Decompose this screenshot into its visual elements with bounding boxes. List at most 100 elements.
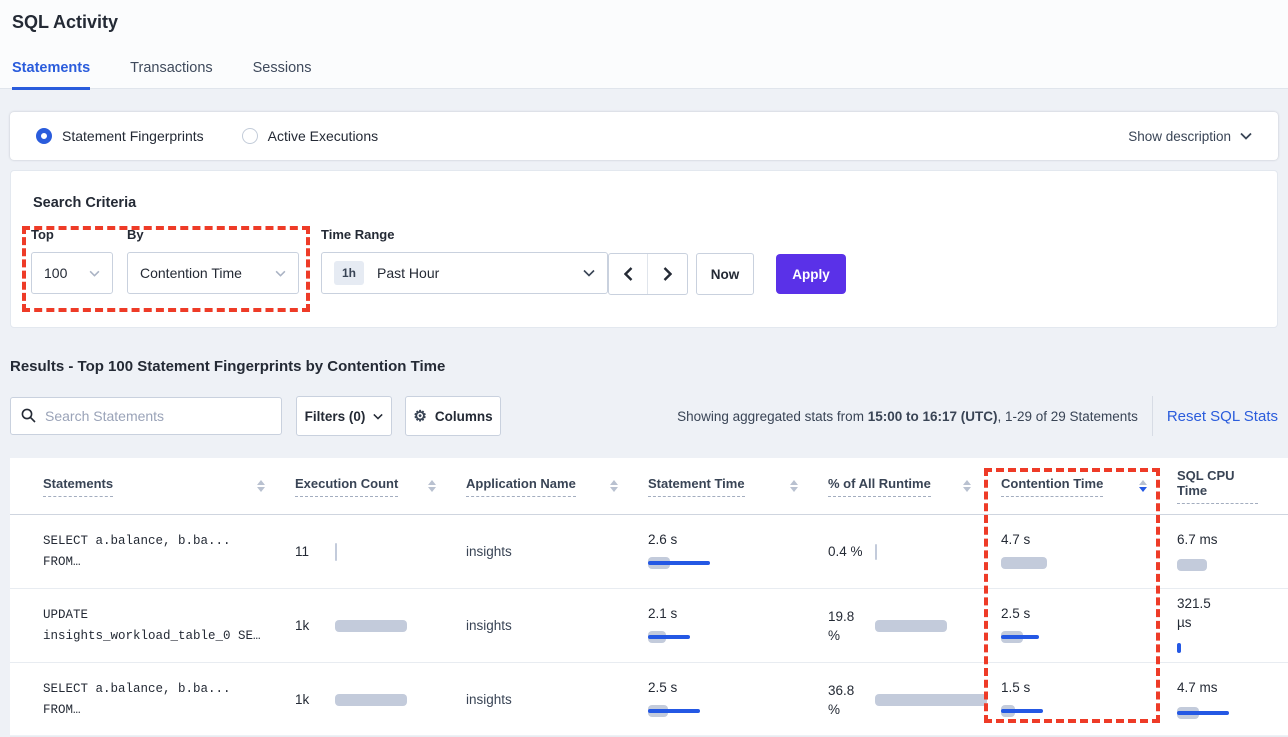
- statement-time-cell: 2.5 s: [648, 680, 828, 720]
- contention-time-cell: 1.5 s: [1001, 680, 1177, 720]
- column-header[interactable]: Contention Time: [1001, 476, 1177, 497]
- statement-time-bar: [648, 702, 778, 720]
- radio-option[interactable]: Active Executions: [241, 128, 379, 144]
- stats-time-range: 15:00 to 16:17 (UTC): [867, 408, 998, 424]
- tab[interactable]: Transactions: [130, 60, 212, 90]
- toolbar-divider: [1151, 396, 1153, 436]
- by-select[interactable]: Contention Time: [127, 252, 299, 294]
- sort-icon[interactable]: [610, 480, 618, 492]
- show-description-toggle[interactable]: Show description: [1128, 129, 1252, 144]
- sort-icon[interactable]: [257, 480, 265, 492]
- time-range-badge: 1h: [334, 261, 365, 285]
- column-header[interactable]: Statement Time: [648, 476, 828, 497]
- runtime-percent-cell: 19.8 %: [828, 607, 1001, 645]
- page-header: SQL Activity Statements Transactions Sessi…: [0, 0, 1288, 90]
- chevron-left-icon: [623, 267, 632, 281]
- chevron-down-icon: [373, 413, 384, 420]
- contention-time-cell: 2.5 s: [1001, 606, 1177, 646]
- show-description-label: Show description: [1128, 128, 1231, 144]
- statement-link[interactable]: SELECT a.balance, b.ba... FROM…: [43, 531, 295, 573]
- statement-link[interactable]: UPDATE insights_workload_table_0 SE…: [43, 605, 295, 647]
- now-button[interactable]: Now: [696, 253, 754, 295]
- runtime-percent-bar: [874, 543, 1001, 561]
- column-header[interactable]: SQL CPU Time: [1177, 468, 1288, 504]
- statement-line2: FROM…: [43, 702, 81, 717]
- statement-line2: FROM…: [43, 554, 81, 569]
- columns-button[interactable]: ⚙ Columns: [405, 396, 501, 436]
- tab[interactable]: Statements: [12, 60, 91, 90]
- time-range-select[interactable]: 1h Past Hour: [321, 252, 608, 294]
- next-window-button[interactable]: [648, 254, 687, 294]
- sql-cpu-time-bar: [1177, 704, 1288, 722]
- radio-label: Active Executions: [267, 128, 379, 144]
- search-statements-box: [10, 397, 282, 435]
- table-body: SELECT a.balance, b.ba... FROM… 11 insig…: [10, 515, 1288, 737]
- statement-line1: UPDATE: [43, 607, 89, 622]
- aggregated-stats-text: Showing aggregated stats from 15:00 to 1…: [677, 408, 1138, 424]
- sort-icon[interactable]: [428, 480, 436, 492]
- radio-icon: [241, 128, 258, 144]
- search-criteria-title: Search Criteria: [33, 195, 137, 211]
- top-label: Top: [31, 227, 54, 242]
- radio-option[interactable]: Statement Fingerprints: [36, 128, 204, 144]
- table-row: SELECT a.balance, b.ba... FROM… 11 insig…: [10, 515, 1288, 589]
- search-statements-input[interactable]: [10, 397, 282, 435]
- previous-window-button[interactable]: [609, 254, 648, 294]
- column-header[interactable]: Application Name: [466, 476, 648, 497]
- statement-time-value: 2.1 s: [648, 605, 678, 621]
- statements-table: Statements Execution Count Application N…: [10, 458, 1288, 737]
- view-toggle-bar: Statement Fingerprints Active Executions…: [10, 112, 1278, 160]
- filters-label: Filters (0): [304, 408, 366, 424]
- time-window-nav: [608, 253, 688, 295]
- column-header-label: Contention Time: [1001, 476, 1104, 497]
- radio-group: Statement Fingerprints Active Executions: [36, 128, 378, 144]
- contention-time-value: 4.7 s: [1001, 531, 1031, 547]
- statement-link[interactable]: SELECT a.balance, b.ba... FROM…: [43, 679, 295, 721]
- column-header[interactable]: Statements: [43, 476, 295, 497]
- tab-label: Sessions: [252, 60, 312, 76]
- statement-time-cell: 2.6 s: [648, 532, 828, 572]
- execution-count-bar: [335, 691, 465, 709]
- top-select[interactable]: 100: [31, 252, 113, 294]
- column-header[interactable]: Execution Count: [295, 476, 466, 497]
- application-name-cell: insights: [466, 544, 512, 559]
- sql-cpu-time-cell: 6.7 ms: [1177, 530, 1288, 574]
- reset-sql-stats-link[interactable]: Reset SQL Stats: [1166, 407, 1278, 425]
- table-row: SELECT a.balance, b.ba... FROM… 1k insig…: [10, 663, 1288, 737]
- statement-line2: insights_workload_table_0 SE…: [43, 628, 261, 643]
- tab-label: Transactions: [130, 60, 213, 76]
- contention-time-value: 1.5 s: [1001, 679, 1031, 695]
- sort-icon[interactable]: [963, 480, 971, 492]
- runtime-percent-bar: [874, 691, 1001, 709]
- column-header-label: Application Name: [466, 476, 576, 497]
- filters-button[interactable]: Filters (0): [296, 396, 392, 436]
- sql-cpu-time-bar: [1177, 639, 1288, 657]
- execution-count-cell: 1k: [295, 617, 466, 635]
- contention-time-bar: [1001, 628, 1131, 646]
- column-header-label: Statements: [43, 476, 114, 497]
- sql-cpu-time-value: 321.5 µs: [1177, 596, 1211, 630]
- apply-button[interactable]: Apply: [776, 254, 846, 294]
- statement-line1: SELECT a.balance, b.ba...: [43, 533, 231, 548]
- runtime-percent-cell: 0.4 %: [828, 542, 1001, 561]
- chevron-right-icon: [663, 267, 672, 281]
- sort-icon[interactable]: [790, 480, 798, 492]
- by-select-value: Contention Time: [140, 265, 242, 281]
- chevron-down-icon: [89, 270, 100, 277]
- column-header[interactable]: % of All Runtime: [828, 476, 1001, 497]
- tab[interactable]: Sessions: [253, 60, 312, 90]
- execution-count-value: 1k: [295, 692, 310, 707]
- sql-cpu-time-bar: [1177, 556, 1288, 574]
- sort-icon[interactable]: [1139, 480, 1147, 492]
- radio-label: Statement Fingerprints: [62, 128, 204, 144]
- runtime-percent-bar: [874, 617, 1001, 635]
- execution-count-bar: [335, 542, 465, 561]
- time-range-label: Time Range: [321, 227, 395, 242]
- results-heading: Results - Top 100 Statement Fingerprints…: [10, 358, 446, 375]
- execution-count-bar: [335, 617, 465, 635]
- chevron-down-icon: [1240, 132, 1252, 140]
- execution-count-value: 11: [295, 544, 310, 559]
- statement-line1: SELECT a.balance, b.ba...: [43, 681, 231, 696]
- tab-label: Statements: [12, 60, 91, 76]
- contention-time-bar: [1001, 702, 1131, 720]
